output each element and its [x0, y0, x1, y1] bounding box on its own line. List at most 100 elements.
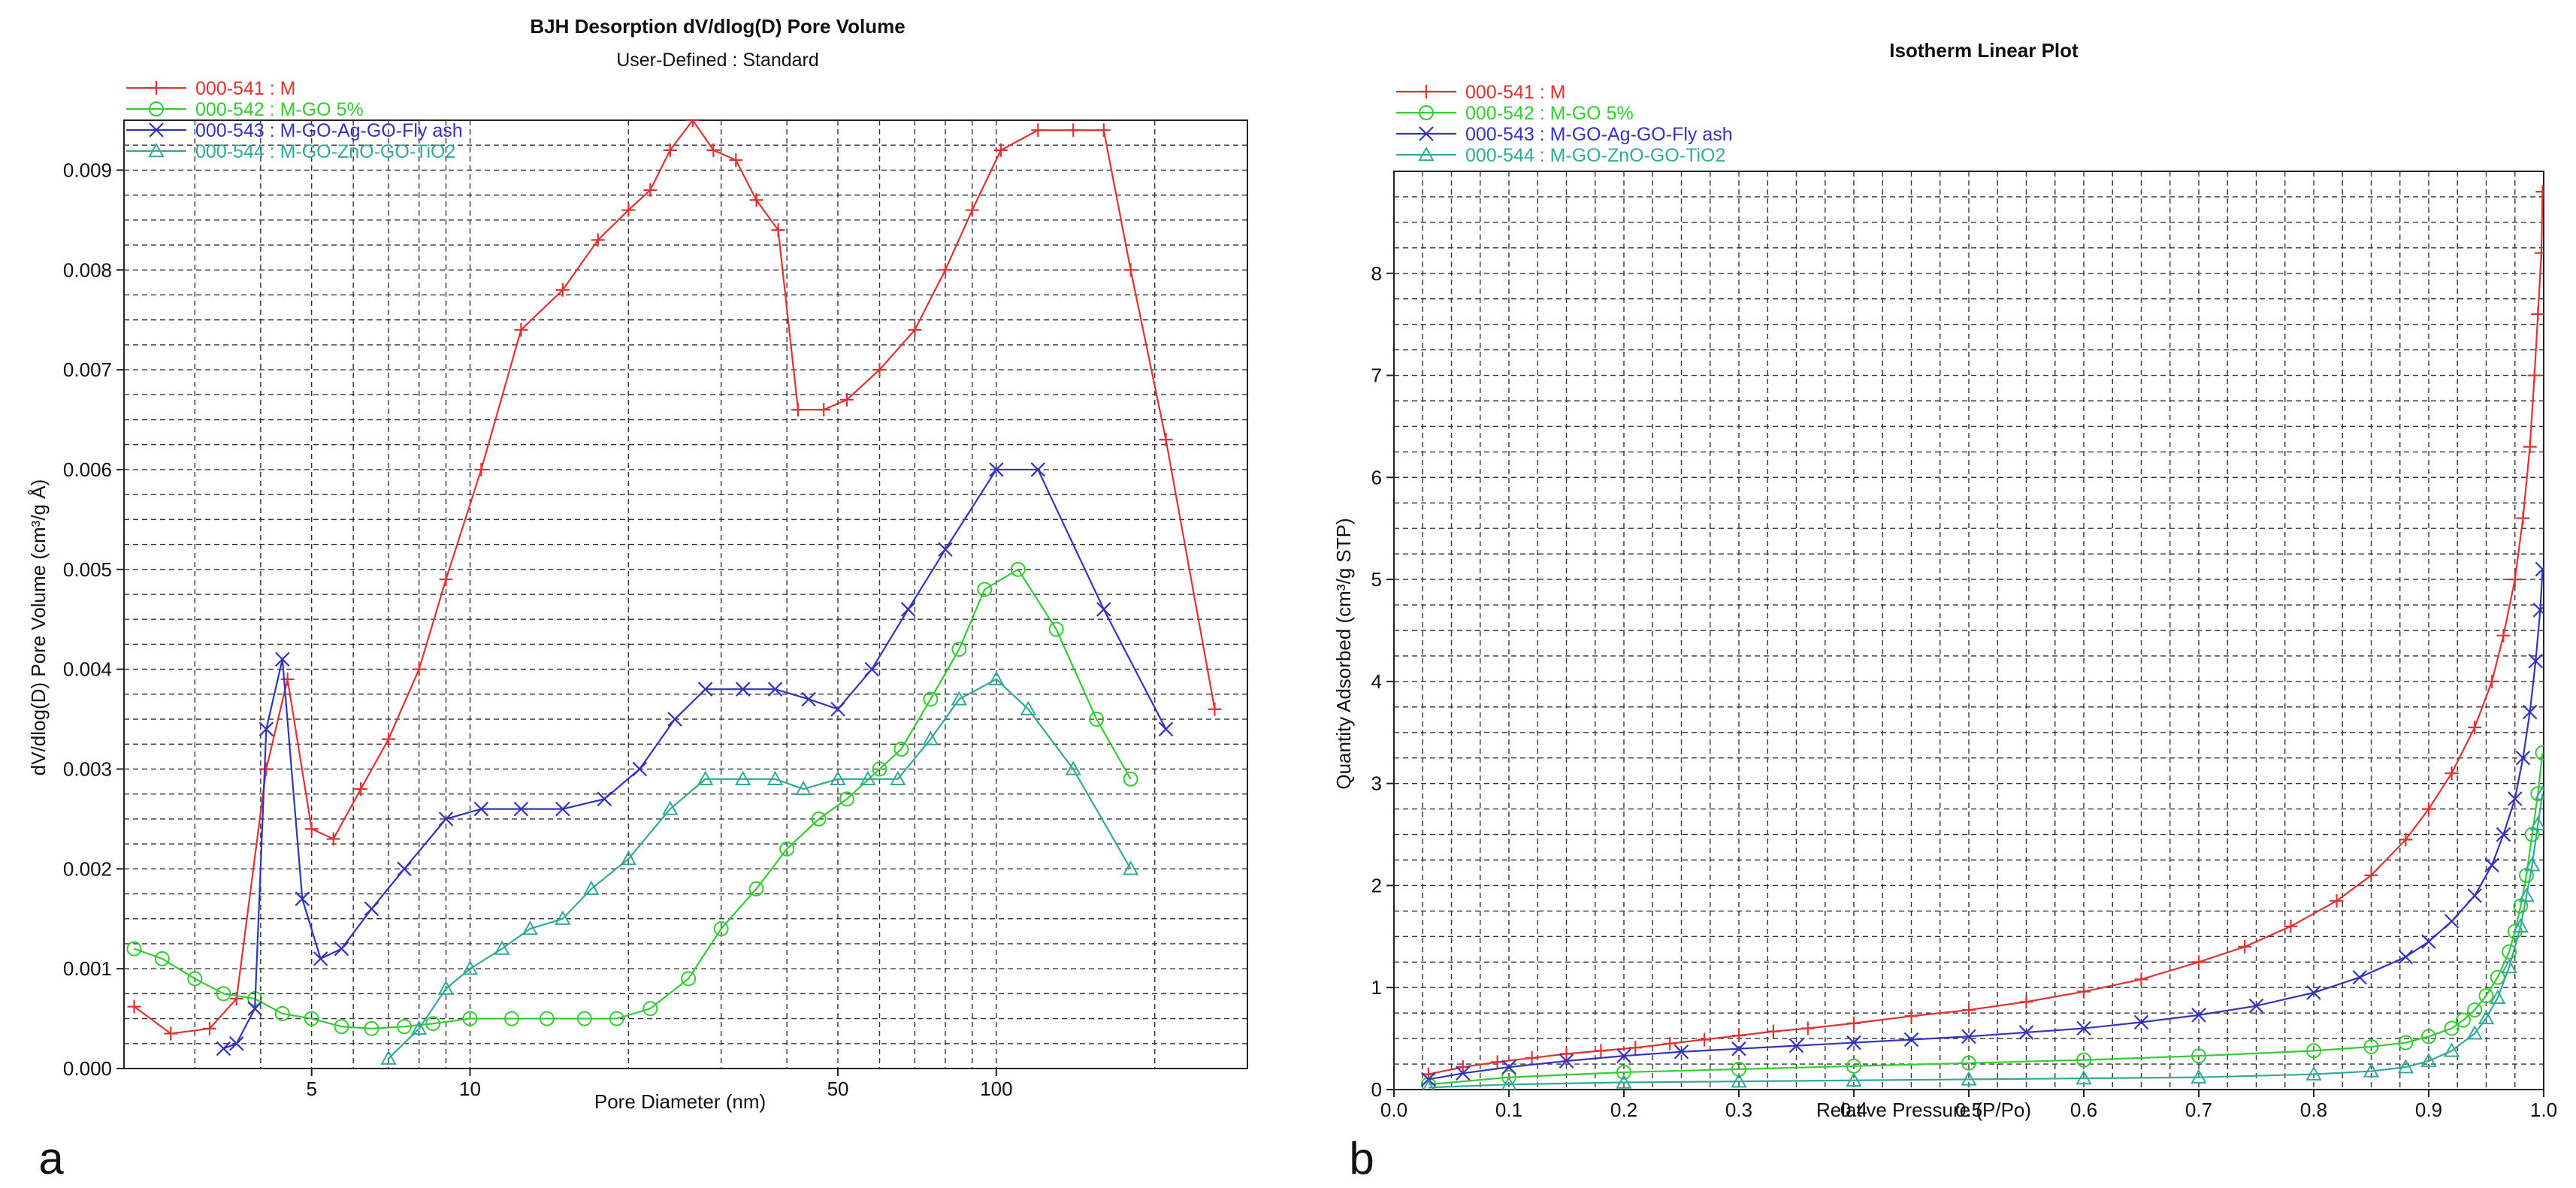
panel-b-series-1-point — [1847, 1016, 1861, 1030]
panel-a-series-1-point — [1096, 123, 1111, 138]
panel-b-series-2-point — [2478, 988, 2494, 1004]
panel-a-legend-entry-3: 000-543 : M-GO-Ag-GO-Fly ash — [195, 120, 463, 141]
panel-a-series-3 — [216, 462, 1174, 1057]
panel-a-series-1-point — [382, 732, 396, 746]
panel-a-series-1-point — [514, 322, 528, 337]
panel-b-series-2-point — [1961, 1055, 1976, 1071]
panel-a-y-tick-label: 0.004 — [63, 658, 112, 681]
panel-b-series-4-point — [2397, 1059, 2414, 1074]
panel-b-series-3-point — [2496, 827, 2511, 842]
panel-b-series-4-point — [2363, 1063, 2380, 1078]
panel-b-series-3-point — [2018, 1025, 2034, 1040]
panel-a-x-tick-label: 50 — [827, 1078, 849, 1100]
panel-a-series-3-point — [697, 682, 713, 697]
panel-b-series-1-point — [1628, 1041, 1643, 1055]
panel-a-y-tick-label: 0.003 — [63, 757, 112, 780]
panel-a-y-axis-label: dV/dlog(D) Pore Volume (cm³/g Å) — [27, 479, 50, 775]
panel-b-legend-entry-2: 000-542 : M-GO 5% — [1465, 103, 1634, 124]
panel-b-series-1-point — [1456, 1060, 1470, 1075]
panel-b-series-1-point — [2508, 573, 2522, 587]
panel-a-series-2-point — [642, 1001, 658, 1017]
panel-b-y-tick-label: 4 — [1371, 670, 1382, 693]
panel-b-series-4-point — [2529, 815, 2544, 831]
panel-a-series-3-point — [1030, 462, 1046, 477]
panel-b-series-4 — [1423, 785, 2544, 1090]
panel-b-ticks: 0.0 0.1 0.2 0.3 0.4 0.5 0.6 0.7 0.8 0.9 1.0 0 1 2 3 4 5 6… — [1371, 262, 2558, 1121]
panel-a-series-2-point — [893, 741, 909, 757]
panel-a-series-4-point — [697, 770, 714, 785]
panel-a-series-3-point — [259, 721, 274, 737]
panel-b-x-tick-label: 0.5 — [1955, 1099, 1982, 1121]
panel-b-series-4-point — [2466, 1025, 2483, 1040]
panel-a-series-2-point — [609, 1011, 624, 1026]
panel-b-series-1-point — [1490, 1055, 1504, 1069]
panel-b-series-2-point — [2467, 1002, 2483, 1018]
panel-b-series-3-point — [1961, 1029, 1976, 1044]
panel-a-series-4-point — [795, 780, 812, 796]
panel-b-series-3-point — [1673, 1044, 1689, 1060]
panel-a-series-3-point — [1096, 602, 1111, 617]
panel-a-series-4-point — [922, 730, 939, 745]
panel-b-series-4-point — [2478, 1009, 2495, 1025]
panel-a-y-tick-label: 0.001 — [63, 957, 112, 980]
panel-b-series-3-point — [1501, 1060, 1516, 1075]
panel-a-series-2-point — [187, 971, 203, 987]
panel-b-series-1-point — [1962, 1003, 1976, 1017]
panel-b-series-3 — [1421, 561, 2544, 1087]
panel-b-legend-marker — [1419, 105, 1434, 120]
panel-b-series-4-point — [2305, 1066, 2322, 1081]
panel-a-series-1-point — [908, 322, 922, 337]
panel-a-series-1-point — [771, 223, 785, 237]
panel-a-series-3-point — [864, 661, 879, 677]
panel-a-series-1-point — [202, 1021, 216, 1035]
panel-b-x-tick-label: 0.6 — [2070, 1099, 2097, 1121]
panel-a-series-4-point — [437, 980, 455, 995]
panel-a-legend-entry-1: 000-541 : M — [195, 78, 295, 99]
panel-a-x-tick-label: 5 — [306, 1078, 316, 1100]
panel-b-x-tick-label: 0.3 — [1725, 1099, 1752, 1121]
panel-b-y-tick-label: 3 — [1371, 772, 1382, 795]
panel-a-legend-marker — [149, 122, 164, 138]
panel-b-series-1-point — [2527, 368, 2541, 382]
panel-b-series-2-point — [2191, 1048, 2206, 1064]
panel-a-series-1-point — [229, 992, 243, 1006]
panel-a-grid — [124, 120, 1247, 1069]
panel-a-series-4-point — [1020, 700, 1037, 715]
panel-b-series-3-point — [1559, 1053, 1574, 1069]
panel-a-legend-entry-2: 000-542 : M-GO 5% — [195, 99, 364, 120]
panel-a-series-4-point — [380, 1050, 397, 1065]
panel-b-series-1-point — [2192, 955, 2206, 969]
panel-b-y-axis-label: Quantity Adsorbed (cm³/g STP) — [1332, 518, 1355, 789]
panel-a-series-2-point — [462, 1011, 478, 1026]
panel-a-series-1-point — [591, 233, 605, 247]
panel-a-series-2-point — [1048, 621, 1064, 637]
panel-b-x-tick-label: 0.1 — [1495, 1099, 1522, 1121]
panel-a-series-2-point — [425, 1016, 441, 1032]
panel-a-plot: 5 10 50 100 0.000 0.001 0.002 0.003 0.004 0.005 0.… — [63, 78, 1248, 1100]
panel-a-x-tick-label: 10 — [459, 1078, 481, 1100]
panel-b-series-1-point — [2535, 185, 2544, 199]
panel-b-series-2-point — [2444, 1020, 2460, 1036]
panel-b-series-3-point — [2444, 914, 2460, 929]
panel-b-series-1-point — [2077, 984, 2091, 999]
panel-a-series-2-point — [713, 921, 729, 937]
panel-b-series-1 — [1421, 185, 2544, 1081]
panel-b-isotherm-chart: Isotherm Linear Plot Relative Pressure (… — [1332, 39, 2079, 1183]
panel-a-series-1-point — [621, 203, 636, 217]
panel-a-series-1-point — [1066, 123, 1081, 138]
panel-a-series-1-point — [164, 1026, 178, 1041]
panel-a-series-1-point — [839, 392, 854, 407]
panel-a-series-1-point — [993, 143, 1008, 157]
panel-b-series-1-point — [1904, 1009, 1918, 1023]
panel-a-series-4-point — [410, 1020, 428, 1035]
panel-a-series-3-point — [247, 1001, 262, 1017]
panel-b-series-1-point — [1766, 1024, 1780, 1038]
panel-a-series-1-point — [1031, 123, 1045, 138]
panel-a-series-1-point — [1159, 433, 1173, 447]
panel-b-series-1-point — [2444, 766, 2459, 781]
panel-a-series-1 — [127, 120, 1222, 1041]
panel-b-label: b — [1349, 1133, 1374, 1183]
panel-a-series-2-point — [951, 642, 967, 657]
